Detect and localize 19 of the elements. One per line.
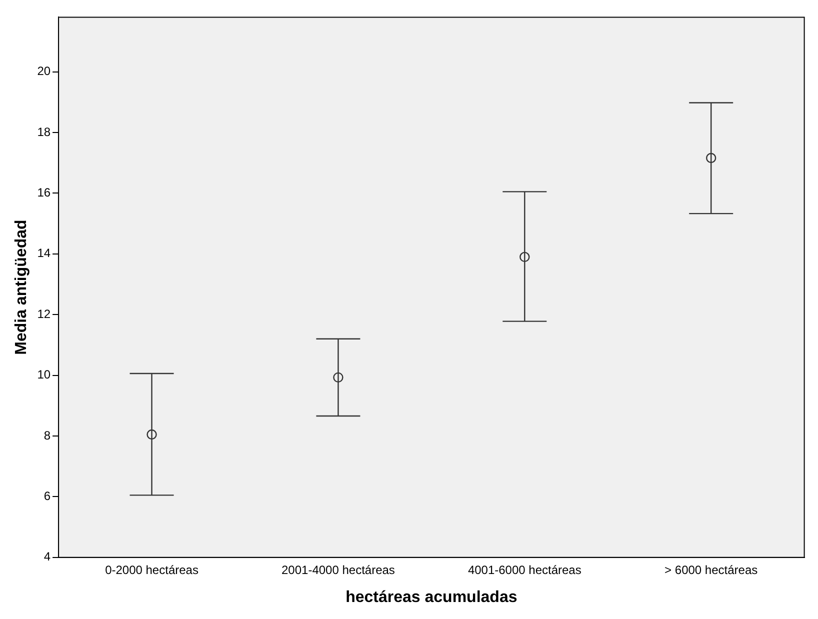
point — [146, 429, 157, 440]
y-axis-title: Media antigüedad — [13, 220, 30, 355]
point — [520, 252, 530, 262]
y-tick-label: 6 — [44, 489, 51, 504]
point — [333, 372, 344, 383]
y-tick-label: 20 — [37, 64, 51, 78]
y-tick-label: 4 — [44, 550, 51, 564]
y-tick-label: 8 — [44, 428, 51, 442]
point — [706, 152, 716, 164]
y-tick-label: 10 — [37, 368, 51, 382]
x-axis-title: hectáreas acumuladas — [346, 588, 518, 606]
y-tick-label: 16 — [37, 186, 51, 200]
x-tick-label: 0-2000 hectáreas — [105, 562, 198, 577]
x-tick-label: > 6000 hectáreas — [664, 562, 758, 577]
y-tick-label: 12 — [37, 306, 51, 321]
x-tick-label: 2001-4000 hectáreas — [281, 562, 395, 577]
y-tick-label: 14 — [37, 246, 51, 260]
x-tick-label: 4001-6000 hectáreas — [468, 562, 582, 577]
y-tick-label: 18 — [37, 124, 51, 139]
